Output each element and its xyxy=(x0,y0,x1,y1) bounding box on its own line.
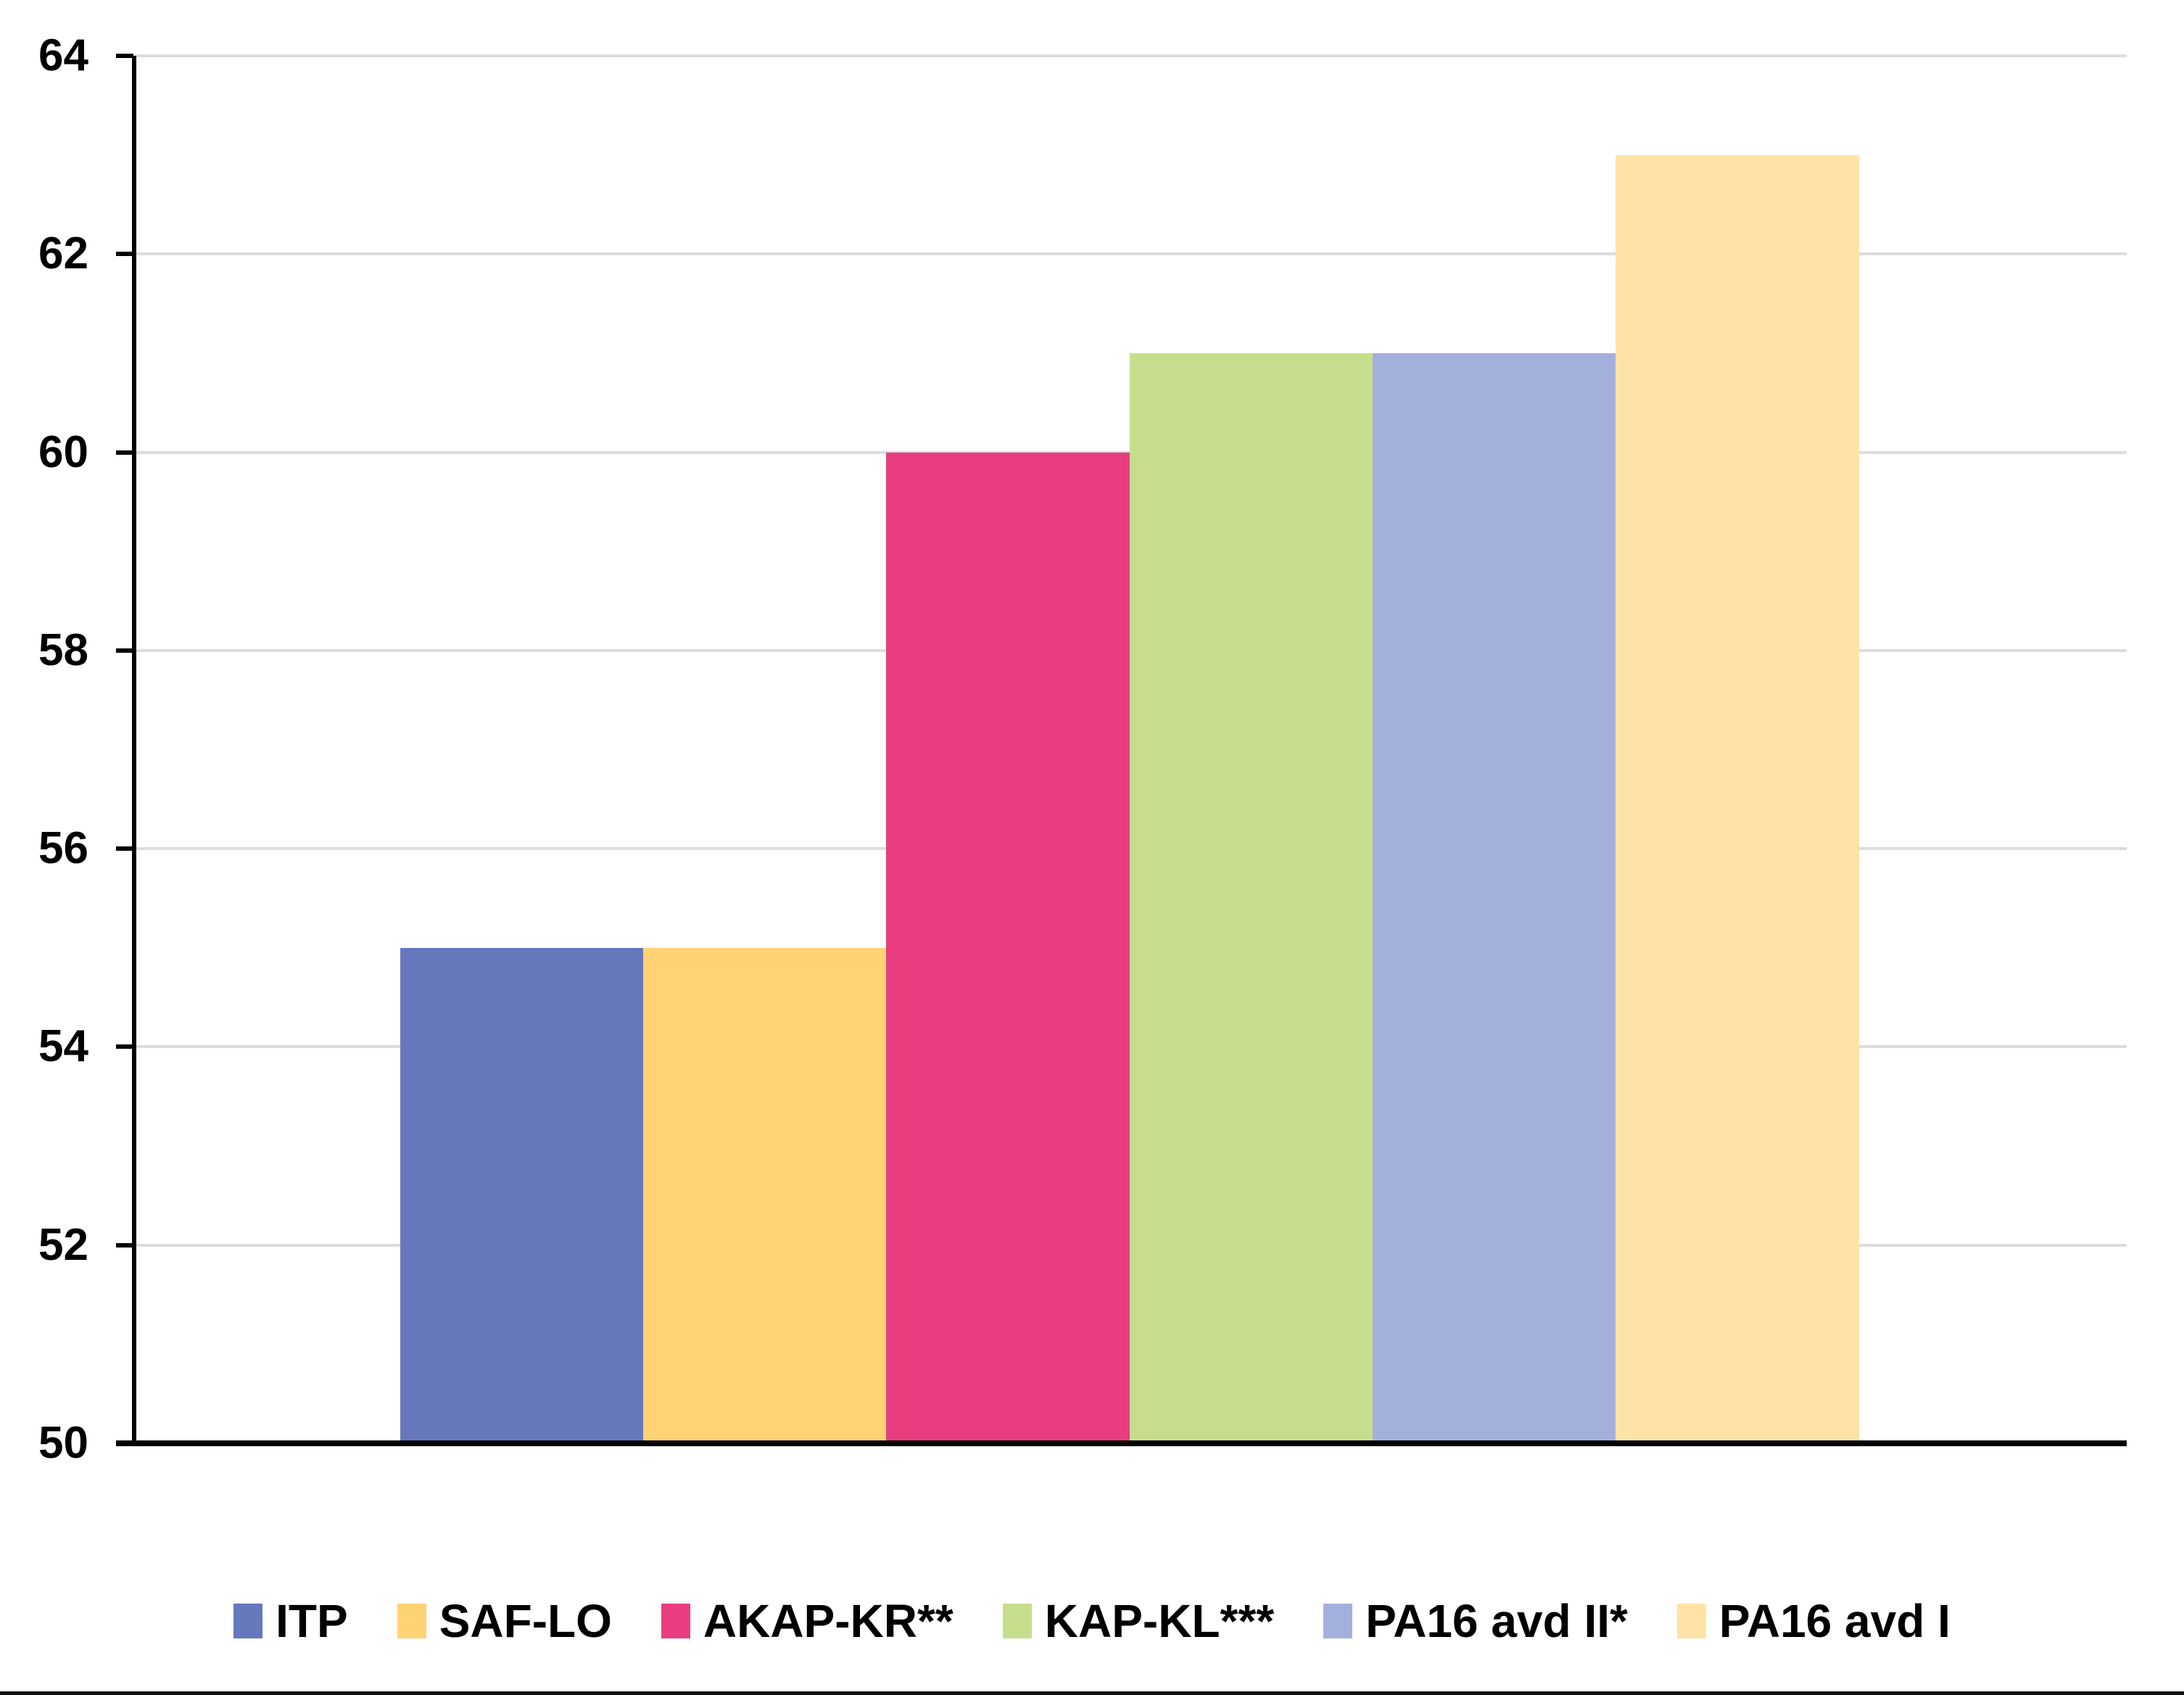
gridline-64 xyxy=(132,54,2127,57)
legend-swatch-pa16-avd-i xyxy=(1676,1604,1706,1638)
y-tick-label-50: 50 xyxy=(38,1418,88,1468)
x-axis-line xyxy=(116,1440,2127,1446)
legend-label-pa16-avd-i: PA16 avd I xyxy=(1718,1595,1951,1647)
y-tick-label-56: 56 xyxy=(38,823,88,874)
chart-legend: ITP SAF-LO AKAP-KR** KAP-KL*** PA16 avd II* P… xyxy=(0,1574,2184,1668)
y-tick-label-58: 58 xyxy=(38,624,88,675)
legend-swatch-saf-lo xyxy=(397,1604,426,1638)
plot-area xyxy=(132,54,2127,1443)
legend-item-kap-kl: KAP-KL*** xyxy=(1002,1594,1275,1648)
legend-item-saf-lo: SAF-LO xyxy=(397,1594,612,1648)
bar-itp xyxy=(400,947,644,1443)
bottom-rule xyxy=(0,1691,2184,1695)
y-tick-64 xyxy=(116,54,133,58)
y-tick-54 xyxy=(116,1044,133,1049)
legend-label-pa16-avd-ii: PA16 avd II* xyxy=(1365,1595,1628,1647)
y-tick-label-62: 62 xyxy=(38,228,88,279)
y-tick-60 xyxy=(116,450,133,455)
gridline-60 xyxy=(132,450,2127,454)
legend-label-kap-kl: KAP-KL*** xyxy=(1044,1595,1275,1647)
bar-pa16-avd-ii xyxy=(1372,352,1616,1443)
y-tick-52 xyxy=(116,1242,133,1247)
y-tick-58 xyxy=(116,648,133,653)
legend-swatch-kap-kl xyxy=(1002,1604,1032,1638)
bar-saf-lo xyxy=(643,947,888,1443)
legend-swatch-itp xyxy=(233,1604,263,1638)
y-tick-label-54: 54 xyxy=(38,1021,88,1072)
y-tick-56 xyxy=(116,846,133,851)
bar-akap-kr xyxy=(886,452,1130,1443)
legend-swatch-akap-kr xyxy=(661,1604,690,1638)
bar-kap-kl xyxy=(1129,352,1373,1443)
y-tick-label-64: 64 xyxy=(38,30,88,81)
legend-label-itp: ITP xyxy=(276,1595,348,1647)
y-tick-label-60: 60 xyxy=(38,426,88,477)
y-tick-label-52: 52 xyxy=(38,1219,88,1270)
legend-swatch-pa16-avd-ii xyxy=(1323,1604,1353,1638)
legend-item-pa16-avd-i: PA16 avd I xyxy=(1676,1594,1951,1648)
bar-pa16-avd-i xyxy=(1616,154,1859,1443)
legend-item-akap-kr: AKAP-KR** xyxy=(661,1594,954,1648)
legend-item-pa16-avd-ii: PA16 avd II* xyxy=(1323,1594,1628,1648)
legend-item-itp: ITP xyxy=(233,1594,348,1648)
legend-label-saf-lo: SAF-LO xyxy=(439,1595,612,1647)
y-tick-62 xyxy=(116,252,133,257)
y-axis-line xyxy=(132,56,136,1443)
legend-label-akap-kr: AKAP-KR** xyxy=(703,1595,954,1647)
gridline-62 xyxy=(132,252,2127,256)
